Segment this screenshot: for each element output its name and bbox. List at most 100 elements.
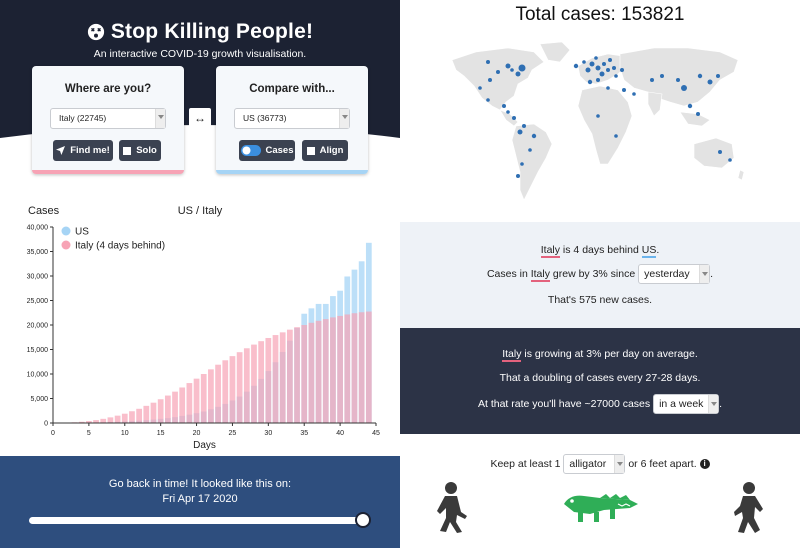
toggle-switch-icon [240, 145, 261, 156]
bar-italy [337, 315, 343, 423]
cases-toggle-button[interactable]: Cases [239, 140, 295, 161]
alligator-icon [564, 494, 638, 522]
date-slider-thumb[interactable] [355, 512, 371, 528]
swap-arrows-icon: ↔ [194, 111, 206, 125]
distancing-panel: Keep at least 1 alligator or 6 feet apar… [400, 434, 800, 548]
compare-country-select[interactable]: US (36773) [234, 108, 350, 129]
where-country-select[interactable]: Italy (22745) [50, 108, 166, 129]
behind-sentence: Italy is 4 days behind US. [400, 244, 800, 258]
bar-italy [351, 313, 358, 423]
comparison-panel: Italy is 4 days behind US. Cases in Ital… [400, 222, 800, 328]
animal-select[interactable]: alligator [563, 454, 626, 474]
compare-accent-bar [216, 170, 368, 174]
case-dot [595, 65, 601, 71]
time-travel-date: Fri Apr 17 2020 [162, 493, 238, 505]
bar-italy [150, 402, 157, 423]
y-tick-label: 10,000 [27, 372, 49, 379]
case-dot [522, 124, 526, 128]
bar-italy [258, 341, 265, 423]
case-dot [696, 112, 700, 116]
case-dot [528, 148, 532, 152]
bar-italy [193, 378, 200, 423]
swap-button[interactable]: ↔ [189, 108, 211, 130]
x-tick-label: 20 [193, 430, 201, 437]
projection-period-select[interactable]: in a week [653, 394, 720, 414]
case-dot [531, 133, 537, 139]
projection-sentence: At that rate you'll have ~27000 cases in… [400, 394, 800, 414]
cases-label: Cases [265, 145, 294, 156]
case-dot [596, 114, 600, 118]
bar-italy [279, 332, 286, 423]
x-tick-label: 45 [372, 430, 380, 437]
compare-country-name: US [641, 244, 657, 258]
country-name: Italy [530, 267, 550, 282]
greenland [539, 41, 571, 63]
chevron-down-icon [155, 109, 165, 128]
bar-italy [114, 415, 121, 423]
case-dot [573, 63, 579, 69]
case-dot [707, 79, 713, 85]
case-dot [587, 79, 593, 85]
align-label: Align [319, 145, 344, 156]
legend-swatch [61, 226, 71, 236]
case-dot [582, 60, 586, 64]
case-dot [681, 85, 687, 91]
find-me-button[interactable]: Find me! [53, 140, 113, 161]
case-dot [502, 104, 506, 108]
bar-italy [229, 356, 236, 423]
left-column: Stop Killing People! An interactive COVI… [0, 0, 400, 548]
case-dot [506, 110, 510, 114]
country-name: Italy [540, 244, 561, 258]
case-dot [697, 73, 703, 79]
case-dot [622, 88, 626, 92]
case-dot [594, 56, 598, 60]
case-dot [486, 60, 490, 64]
new-cases-sentence: That's 575 new cases. [547, 294, 653, 306]
case-dot [518, 64, 526, 72]
case-dot [728, 158, 732, 162]
align-button[interactable]: Align [302, 140, 348, 161]
case-dot [516, 174, 520, 178]
chart-xlabel: Days [193, 440, 216, 451]
bar-italy [236, 352, 243, 423]
solo-button[interactable]: Solo [119, 140, 161, 161]
walking-person-left-icon [437, 482, 467, 533]
bar-italy [251, 344, 257, 423]
bar-italy [164, 395, 171, 423]
y-tick-label: 40,000 [27, 225, 49, 232]
x-tick-label: 15 [157, 430, 165, 437]
bar-italy [243, 348, 250, 423]
case-dot [596, 78, 600, 82]
map-case-dots [478, 56, 732, 178]
case-dot [602, 62, 606, 66]
since-select[interactable]: yesterday [638, 264, 711, 284]
y-tick-label: 30,000 [27, 274, 49, 281]
growth-panel: Italy is growing at 3% per day on averag… [400, 328, 800, 434]
growing-text: is growing at 3% per day on average. [521, 348, 698, 360]
projection-period-value: in a week [659, 398, 704, 410]
case-dot [517, 129, 523, 135]
bar-italy [107, 417, 114, 423]
world-map[interactable] [448, 40, 752, 212]
case-dot [718, 150, 722, 154]
since-value: yesterday [644, 268, 690, 280]
bar-italy [265, 337, 272, 423]
bar-italy [200, 374, 207, 423]
x-tick-label: 35 [300, 430, 308, 437]
checkbox-icon [306, 146, 315, 155]
date-slider-track[interactable] [29, 517, 363, 524]
case-dot [512, 116, 516, 120]
case-dot [478, 86, 482, 90]
where-country-value: Italy (22745) [59, 113, 107, 123]
legend-label: Italy (4 days behind) [75, 241, 165, 252]
case-dot [650, 78, 654, 82]
case-dot [632, 92, 636, 96]
y-tick-label: 0 [44, 421, 48, 428]
bar-italy [208, 369, 214, 423]
info-icon[interactable]: i [699, 459, 710, 469]
time-travel-panel: Go back in time! It looked like this on:… [0, 456, 400, 548]
bar-italy [365, 311, 372, 423]
case-dot [486, 98, 490, 102]
total-cases-value: 153821 [621, 4, 685, 25]
bar-italy [315, 320, 322, 423]
